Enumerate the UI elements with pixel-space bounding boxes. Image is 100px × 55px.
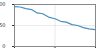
svg-text:0: 0 (13, 54, 16, 55)
svg-text:0: 0 (2, 43, 5, 49)
svg-text:100: 100 (91, 54, 100, 55)
svg-text:50: 50 (52, 54, 58, 55)
svg-text:50: 50 (0, 22, 6, 28)
svg-text:100: 100 (0, 1, 6, 7)
